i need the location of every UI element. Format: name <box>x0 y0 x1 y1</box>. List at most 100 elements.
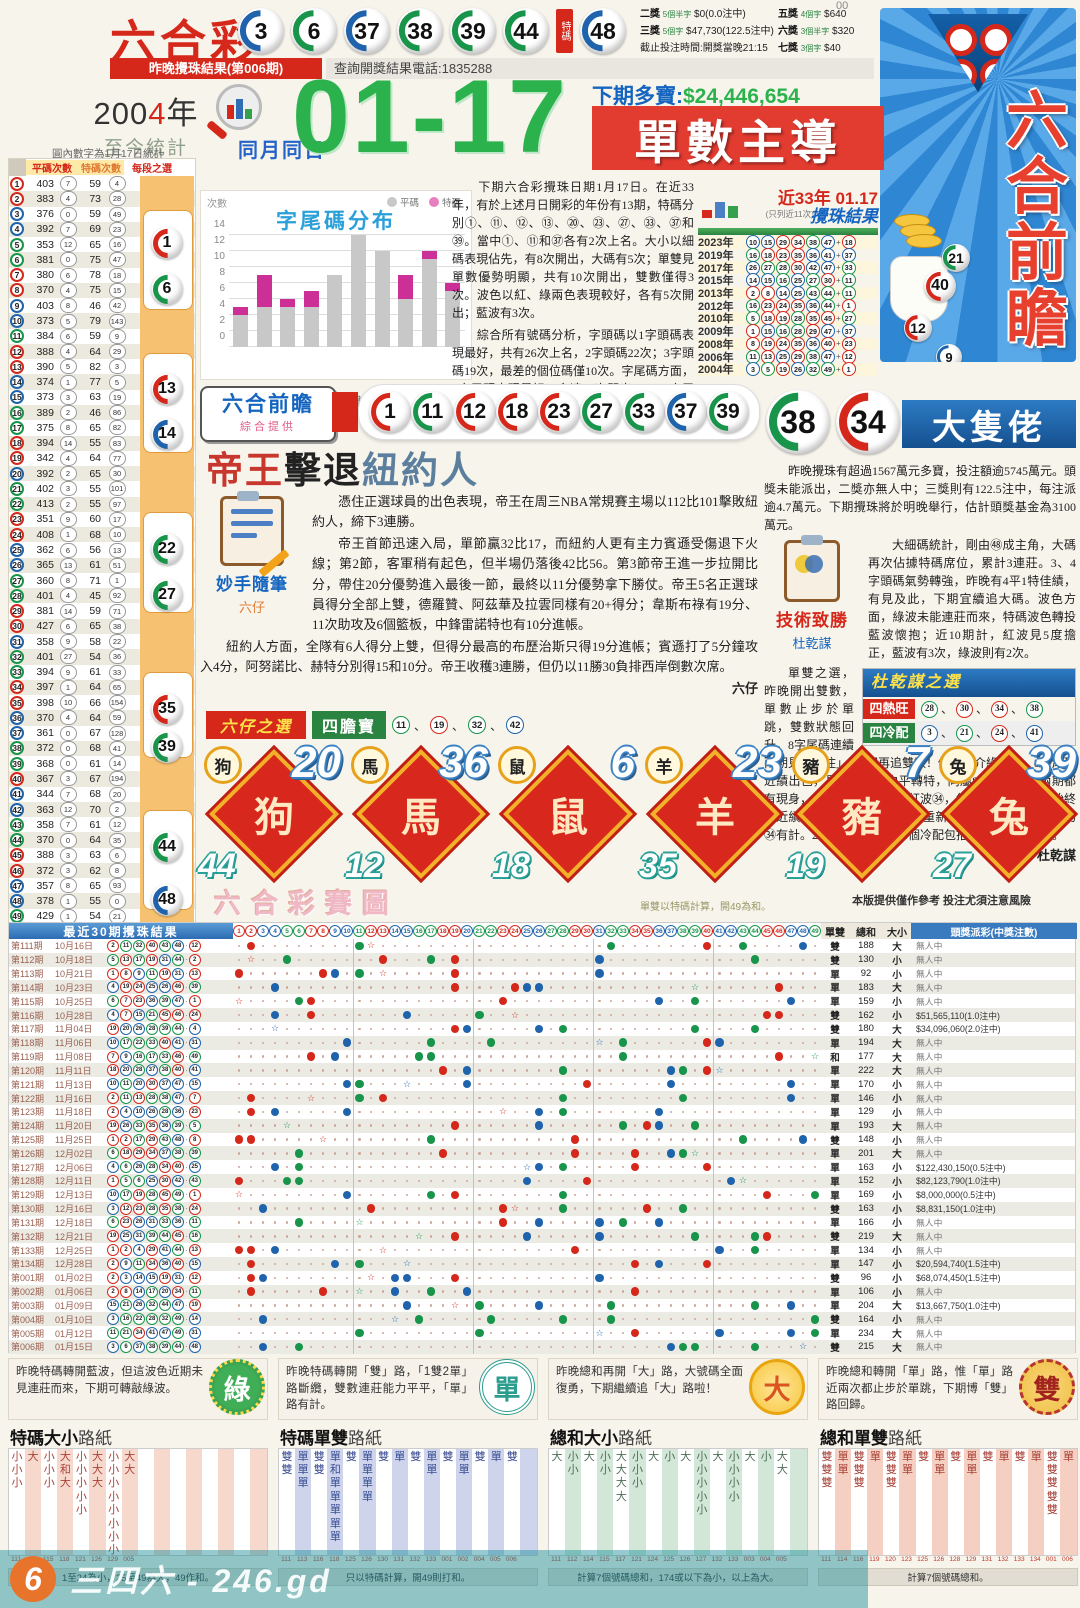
article-signature: 六仔 <box>731 681 758 697</box>
drawn-number-dot <box>355 1093 364 1103</box>
circled-number: 5 <box>107 953 119 966</box>
circled-number: 19 <box>776 362 790 377</box>
road-period-labels: 111 114 116 119 120 123 125 126 128 129 131 132 133 1… <box>821 1556 1073 1563</box>
circled-number: 16 <box>133 1050 145 1063</box>
circled-number: 49 <box>821 362 835 377</box>
circled-number: 20 <box>120 1022 132 1035</box>
drawn-number-dot <box>750 1301 760 1310</box>
circled-number: 2 <box>107 939 119 952</box>
history-row: 2019年 16 18 23 35 36 41 +37 <box>698 248 878 263</box>
drawn-number-dot <box>690 1342 700 1352</box>
road-column: 單 <box>488 1449 505 1555</box>
circled-number: 40 <box>172 1064 184 1077</box>
road-column: 雙 <box>506 1450 518 1463</box>
circled-number: 9 <box>120 1050 132 1063</box>
drawn-number-dot <box>246 1287 256 1296</box>
circled-number: 22 <box>133 1313 145 1326</box>
drawn-number-dot <box>498 1218 508 1227</box>
drawn-number-dot <box>306 1052 316 1061</box>
road-column: 雙雙 <box>313 1450 325 1477</box>
road-column: 雙雙雙 <box>821 1450 833 1490</box>
recent-draws-table: 最近30期攪珠結果 1 2 3 4 5 6 7 8 9 10 11 12 13 14 15 16 17 18 19 2… <box>8 922 1077 1354</box>
zodiac-sub-number: 27 <box>933 847 971 885</box>
zodiac-animal: 羊 <box>645 746 683 784</box>
circled-number: 28 <box>791 311 805 326</box>
drawn-number-dot <box>450 1273 460 1283</box>
result-row: 第116期 10月28日 4 7 15 21 45 46 · 24 ☆ 雙 162 小 $51,565,11… <box>9 1008 1075 1022</box>
lottery-ball: 39 <box>707 391 749 433</box>
road-column: 雙 <box>378 1450 390 1463</box>
drawn-number-dot <box>306 996 316 1006</box>
drawn-number-dot <box>702 941 712 951</box>
circled-number: 37 <box>146 1064 158 1077</box>
road-column: 雙 <box>442 1450 454 1463</box>
circled-number: 3 <box>107 1202 119 1215</box>
legend-item: 平碼 <box>386 195 419 209</box>
lottery-ball: 1 <box>369 391 411 433</box>
circled-number: 44 <box>172 1244 184 1257</box>
circled-number: 26 <box>159 981 171 994</box>
drawn-number-dot <box>630 1149 640 1158</box>
circled-number: 15 <box>188 1078 201 1091</box>
stats-row: 29 381 14 59 71 <box>9 603 195 619</box>
zodiac-sub-number: 35 <box>639 847 677 885</box>
result-row: 第125期 11月25日 1 2 17 29 43 48 · 8 ☆ 雙 148 小無人中 <box>11 1132 943 1147</box>
circled-number: 45 <box>159 1188 171 1201</box>
stats-row: 1 403 7 59 4 <box>9 176 195 192</box>
road-column: 單單 <box>963 1449 980 1555</box>
road-badge: 綠 <box>209 1359 265 1415</box>
drawn-number-dot <box>630 1328 640 1338</box>
chart-bar <box>303 291 319 347</box>
circled-number: 33 <box>146 1036 158 1049</box>
section-pick-ball: 13 <box>151 373 183 405</box>
drawn-number-dot <box>786 1328 796 1338</box>
circled-number: 33 <box>133 1119 145 1132</box>
result-row: 第131期 12月18日 6 23 26 31 33 36 · 11 ☆ 單 166 小無人中 <box>11 1215 943 1230</box>
drawn-number-dot <box>618 1218 628 1227</box>
drawn-number-dot <box>486 1038 496 1047</box>
zodiac-main-number: 20 <box>292 738 341 787</box>
drawn-number-dot <box>558 1190 568 1200</box>
circled-number: 41 <box>172 1036 184 1049</box>
circled-number: 11 <box>120 939 132 952</box>
circled-number: 14 <box>133 1271 145 1284</box>
drawn-number-dot <box>726 1176 736 1186</box>
circled-number: 28 <box>146 1313 158 1326</box>
history-subtitle: 攪珠結果 <box>810 207 878 226</box>
banner-vertical-title: 六合前瞻 <box>1005 87 1068 354</box>
drawn-number-dot <box>715 1328 724 1338</box>
jackpot-line: 下期多寶:$24,446,654 <box>592 85 800 108</box>
watermark-logo-icon: 6 <box>10 1556 56 1602</box>
zodiac-card: 羊羊 23 35 <box>637 738 785 885</box>
road-column: 雙雙 <box>281 1450 293 1477</box>
circled-number: 36 <box>159 1119 171 1132</box>
road-column: 單 <box>1028 1449 1045 1555</box>
drawn-number-dot <box>270 1162 280 1172</box>
drawn-number-dot <box>426 1190 436 1200</box>
drawn-number-dot <box>595 955 604 964</box>
same-date-label: 同月同日 <box>238 140 326 162</box>
drawn-number-dot <box>270 1107 280 1117</box>
road-caption: 1至24為小，25至49為大，49作和。 <box>8 1568 268 1586</box>
drawn-number-dot <box>475 1328 484 1338</box>
special-number-star: ☆ <box>414 1230 424 1241</box>
circled-number: 7 <box>188 1092 201 1105</box>
road-column: 小 <box>661 1449 678 1555</box>
stats-row: 25 362 6 56 13 <box>9 542 195 558</box>
stats-caption: 圓內數字為1月17日統計 <box>52 148 165 160</box>
drawn-number-dot <box>246 941 256 951</box>
circled-number: 23 <box>188 1105 201 1118</box>
special-number-star: ☆ <box>234 1189 244 1200</box>
road-column: 大和大 <box>57 1449 74 1555</box>
circled-number: 42 <box>506 716 525 734</box>
drawn-number-dot <box>618 1121 628 1130</box>
chart-bar <box>327 275 343 347</box>
drawn-number-dot <box>390 1287 400 1296</box>
result-row: 第130期 12月16日 3 12 23 28 35 38 · 24 ☆ 雙 163 小 $8,831,15… <box>9 1201 1075 1216</box>
circled-number: 1 <box>188 1188 201 1201</box>
drawn-number-dot <box>558 1204 568 1213</box>
lottery-ball: 11 <box>411 391 454 433</box>
circled-number: 38 <box>159 1064 171 1077</box>
cold-picks-row: 四冷配 3、 21、 24、 41 <box>863 721 1075 745</box>
road-period-labels: 111 113 116 118 125 126 130 131 132 133 001 002 004 0… <box>281 1556 517 1563</box>
